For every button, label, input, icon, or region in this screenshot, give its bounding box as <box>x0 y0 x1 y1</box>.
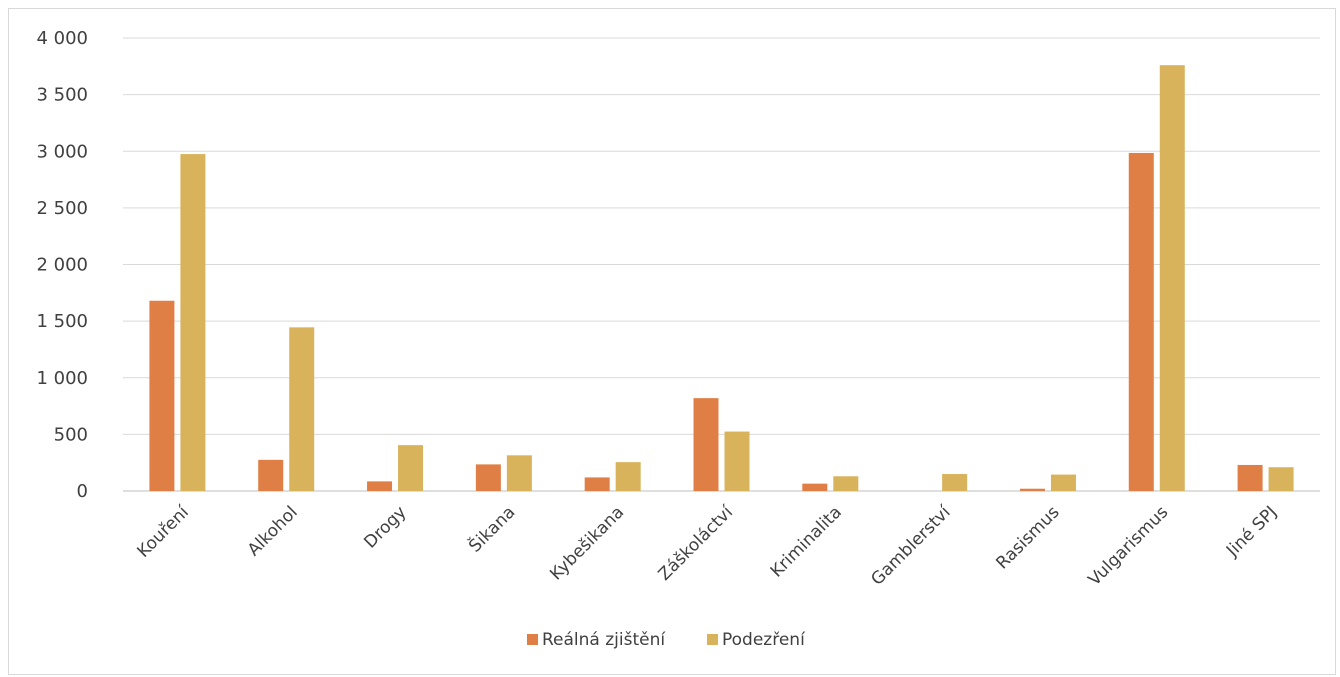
x-category-label: Kybešikana <box>546 502 628 584</box>
legend-swatch <box>527 634 538 645</box>
bar-realna-zjisteni <box>1019 488 1045 491</box>
bar-realna-zjisteni <box>693 398 719 491</box>
y-tick-label: 500 <box>54 424 88 445</box>
legend-swatch <box>707 634 718 645</box>
bar-realna-zjisteni <box>258 459 284 491</box>
x-category-label: Alkohol <box>244 502 302 560</box>
legend-label: Podezření <box>722 630 806 650</box>
bar-realna-zjisteni <box>149 300 175 491</box>
bar-podezreni <box>398 445 424 491</box>
y-tick-label: 2 500 <box>36 198 88 219</box>
bar-podezreni <box>1268 467 1294 491</box>
x-category-label: Kouření <box>134 502 194 562</box>
bar-realna-zjisteni <box>1128 152 1154 492</box>
x-category-label: Šikana <box>464 501 520 557</box>
chart-frame <box>8 8 1336 675</box>
x-category-label: Vulgarismus <box>1085 502 1173 590</box>
y-tick-label: 1 000 <box>36 368 88 389</box>
x-category-label: Záškoláctví <box>655 501 738 584</box>
bar-podezreni <box>180 154 206 492</box>
y-tick-label: 3 000 <box>36 141 88 162</box>
bars <box>149 65 1294 492</box>
bar-podezreni <box>724 431 750 491</box>
bar-podezreni <box>289 327 315 491</box>
bar-podezreni <box>1159 65 1185 492</box>
legend-label: Reálná zjištění <box>542 630 666 650</box>
gridlines <box>123 37 1320 492</box>
y-tick-label: 0 <box>77 481 88 502</box>
bar-realna-zjisteni <box>802 483 828 491</box>
bar-realna-zjisteni <box>367 481 393 491</box>
x-category-label: Rasismus <box>992 502 1063 573</box>
y-tick-label: 1 500 <box>36 311 88 332</box>
bar-realna-zjisteni <box>475 464 501 491</box>
bar-realna-zjisteni <box>584 477 610 491</box>
y-tick-label: 2 000 <box>36 255 88 276</box>
bar-realna-zjisteni <box>1237 464 1263 491</box>
bar-podezreni <box>942 474 968 491</box>
bar-podezreni <box>615 462 641 491</box>
x-category-label: Jiné SPJ <box>1222 502 1281 561</box>
x-category-label: Drogy <box>360 502 410 552</box>
bar-podezreni <box>1050 474 1076 491</box>
legend: Reálná zjištění Podezření <box>527 630 806 650</box>
x-category-label: Kriminalita <box>767 502 846 581</box>
bar-podezreni <box>833 476 859 491</box>
y-axis-tick-labels: 0 500 1 000 1 500 2 000 2 500 3 000 3 500 4 000 <box>36 28 88 502</box>
y-tick-label: 3 500 <box>36 85 88 106</box>
x-axis-category-labels: Kouření Alkohol Drogy Šikana Kybešikana Záško… <box>134 501 1282 590</box>
bar-podezreni <box>506 455 532 491</box>
x-category-label: Gamblerství <box>867 501 955 589</box>
y-tick-label: 4 000 <box>36 28 88 49</box>
